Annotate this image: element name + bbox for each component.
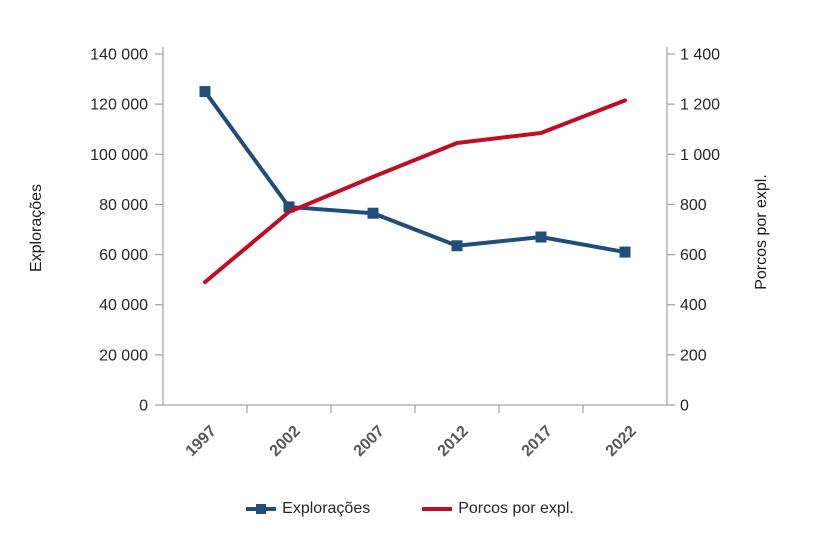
x-axis-category-label: 2002 bbox=[267, 423, 304, 460]
legend-item-exploracoes: Explorações bbox=[246, 500, 370, 518]
legend-item-porcos: Porcos por expl. bbox=[422, 500, 574, 518]
left-axis-tick-label: 120 000 bbox=[90, 97, 148, 114]
series-line-1 bbox=[203, 98, 627, 285]
legend-label-porcos: Porcos por expl. bbox=[458, 500, 574, 517]
series-0-square-marker bbox=[283, 201, 295, 213]
left-axis-tick-label: 100 000 bbox=[90, 147, 148, 164]
series-0-square-marker bbox=[199, 86, 211, 98]
right-axis-tick-label: 1 400 bbox=[680, 47, 720, 64]
left-axis-tick-label: 140 000 bbox=[90, 47, 148, 64]
porcos-line-swatch bbox=[422, 507, 453, 511]
left-axis-tick-label: 0 bbox=[139, 398, 148, 415]
right-axis-tick-label: 1 000 bbox=[680, 147, 720, 164]
right-axis-tick-label: 1 200 bbox=[680, 97, 720, 114]
series-line-0 bbox=[203, 89, 627, 255]
series-0-square-marker bbox=[619, 246, 631, 258]
right-axis-title: Porcos por expl. bbox=[753, 174, 770, 290]
chart-svg: 0 20 000 40 000 60 000 80 000 100 000 120 000 1… bbox=[90, 47, 720, 460]
left-axis-tick-label: 60 000 bbox=[99, 247, 148, 264]
exploracoes-square-marker-icon bbox=[256, 504, 267, 514]
right-axis-tick-label: 800 bbox=[680, 197, 707, 214]
x-axis-category-label: 2022 bbox=[603, 423, 640, 460]
right-axis-tick-label: 400 bbox=[680, 297, 707, 314]
left-axis-tick-label: 40 000 bbox=[99, 297, 148, 314]
legend-label-exploracoes: Explorações bbox=[282, 500, 371, 517]
x-axis-category-label: 2007 bbox=[351, 423, 388, 460]
left-axis-tick-label: 80 000 bbox=[99, 197, 148, 214]
right-axis-tick-label: 0 bbox=[680, 398, 689, 415]
right-axis-tick-label: 600 bbox=[680, 247, 707, 264]
right-axis-tick-label: 200 bbox=[680, 347, 707, 364]
legend: Explorações Porcos por expl. bbox=[0, 500, 820, 518]
left-axis-tick-label: 20 000 bbox=[99, 347, 148, 364]
x-axis-category-label: 2012 bbox=[435, 423, 472, 460]
series-0-square-marker bbox=[367, 207, 379, 219]
left-axis-title: Explorações bbox=[28, 183, 45, 273]
chart: 0 20 000 40 000 60 000 80 000 100 000 120 000 1… bbox=[90, 47, 720, 460]
series-0-square-marker bbox=[535, 231, 547, 243]
series-0-square-marker bbox=[451, 240, 463, 252]
exploracoes-line-swatch bbox=[246, 504, 277, 514]
x-axis-category-label: 1997 bbox=[183, 423, 220, 460]
x-axis-category-label: 2017 bbox=[519, 423, 556, 460]
